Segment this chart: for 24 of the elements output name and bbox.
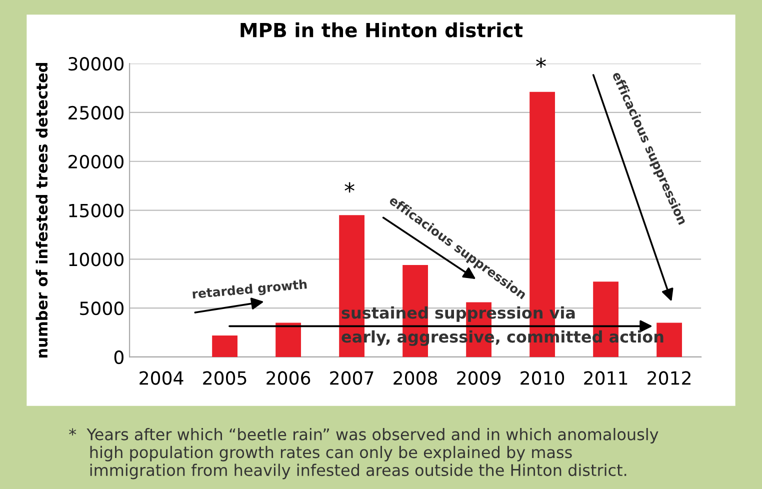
bar — [212, 335, 238, 357]
y-tick-label: 5000 — [80, 302, 124, 316]
annotation: * — [344, 182, 354, 192]
bar — [276, 322, 301, 357]
x-tick-label: 2012 — [648, 371, 690, 385]
y-tick-label: 30000 — [68, 57, 124, 71]
y-tick-label: 10000 — [69, 252, 124, 266]
x-tick-label: 2004 — [140, 371, 184, 385]
x-tick-label: 2007 — [330, 371, 374, 385]
x-tick-label: 2005 — [203, 371, 246, 385]
annotation: retarded growth — [192, 279, 308, 302]
y-tick-label: 25000 — [68, 106, 124, 120]
x-tick-label: 2009 — [457, 371, 500, 385]
text: * Years after which “beetle rain” was observed and in which anomalously high population growth rates can only be explained by mass immigration from heavily infested areas outside the Hinton district. — [69, 428, 658, 480]
x-tick-label: 2008 — [394, 371, 438, 385]
annotation: * — [536, 58, 546, 68]
chart-title: MPB in the Hinton district — [240, 22, 523, 38]
y-tick-label: 20000 — [68, 154, 124, 168]
y-tick-label: 0 — [114, 350, 124, 364]
x-tick-label: 2010 — [520, 371, 564, 385]
x-tick-label: 2006 — [266, 371, 310, 385]
y-tick-label: 15000 — [69, 204, 124, 218]
y-axis-title: number of infested trees detected — [36, 63, 48, 358]
x-tick-label: 2011 — [584, 371, 628, 385]
